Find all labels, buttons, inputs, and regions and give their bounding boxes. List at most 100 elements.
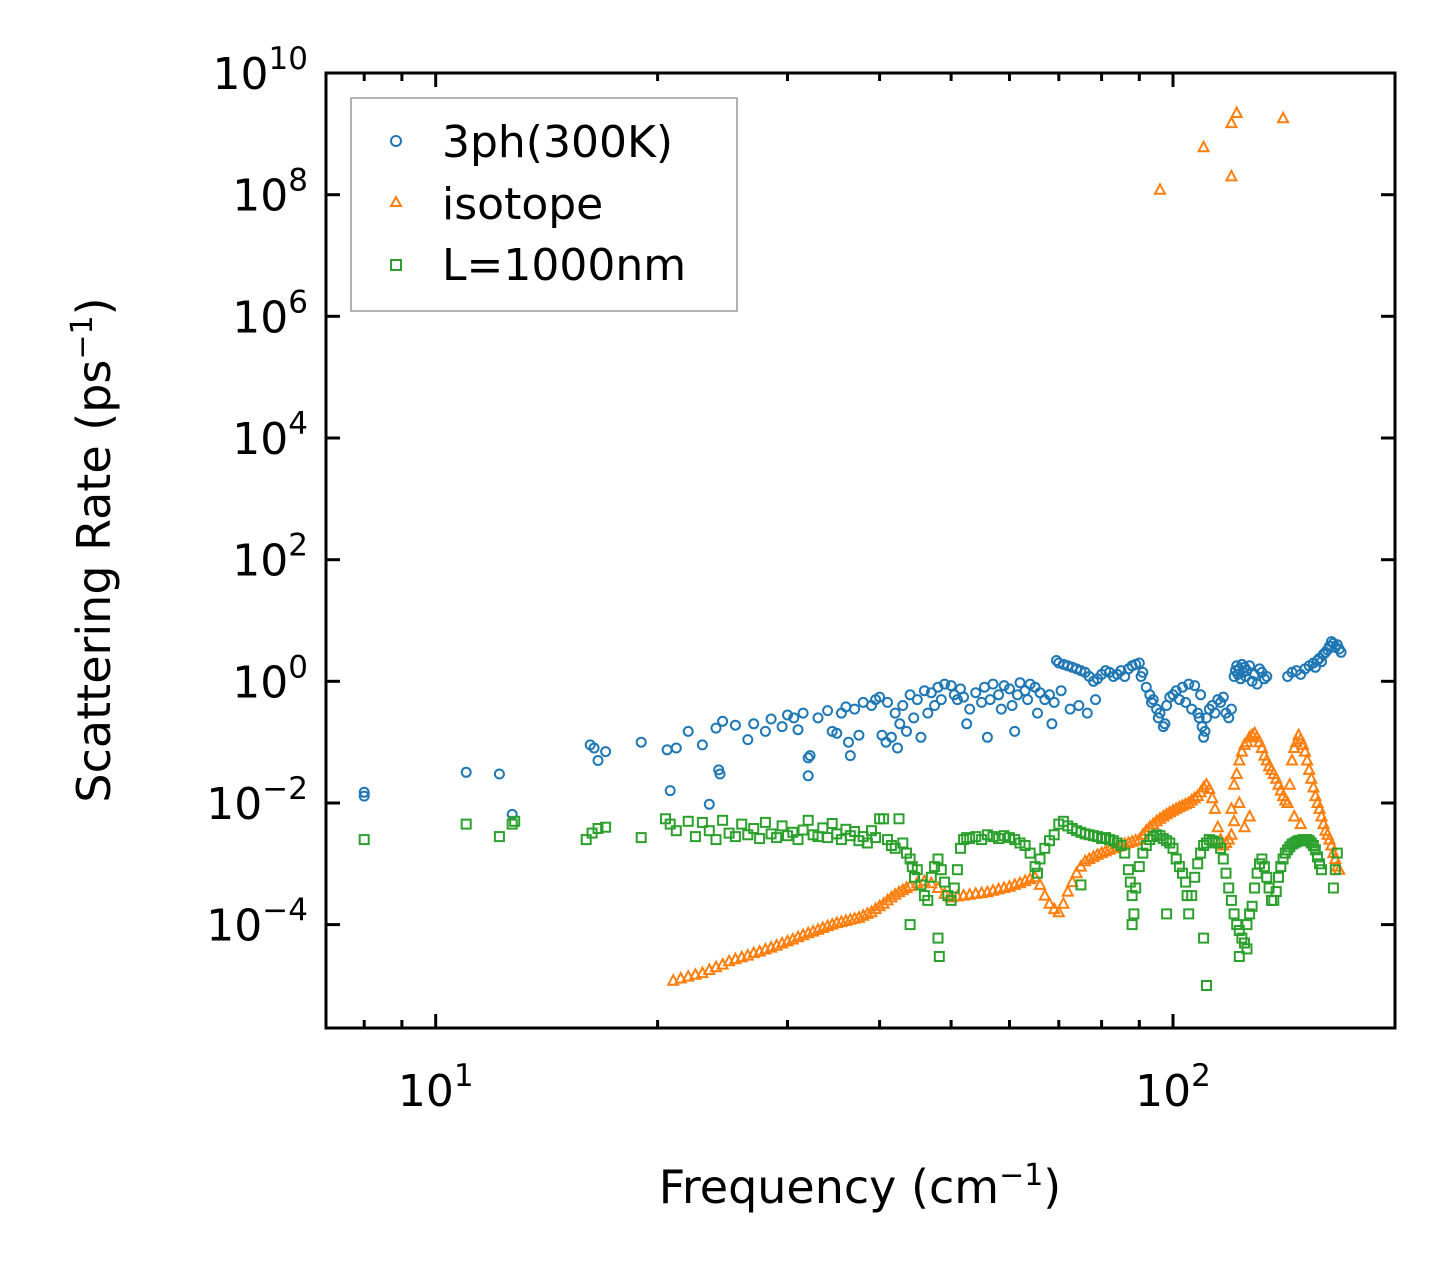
data-point-square (1209, 836, 1221, 848)
data-point-circle (1258, 673, 1270, 685)
data-point-circle (964, 703, 976, 715)
data-point-circle (894, 718, 906, 730)
data-point-square (1241, 919, 1253, 931)
data-point-triangle (1304, 771, 1318, 784)
data-point-circle (1147, 694, 1159, 706)
data-point-circle (804, 750, 816, 762)
data-point-triangle (666, 973, 680, 986)
data-point-square (1119, 847, 1131, 859)
data-point-circle (885, 731, 897, 743)
data-point-triangle (1302, 762, 1316, 775)
data-point-circle (759, 725, 771, 737)
data-point-triangle (1285, 752, 1299, 766)
data-point-square (493, 831, 505, 843)
data-point-circle (1055, 685, 1067, 697)
data-point-triangle (1211, 819, 1225, 833)
data-point-circle (995, 703, 1007, 715)
y-tick-label: 10−4 (206, 893, 308, 952)
data-point-circle (998, 680, 1010, 692)
data-point-square (717, 814, 729, 826)
data-point-triangle (1287, 808, 1301, 822)
data-point-square (929, 861, 941, 873)
data-point-square (948, 882, 960, 894)
data-point-circle (1133, 657, 1145, 669)
data-point-square (802, 814, 814, 826)
data-point-circle (1159, 718, 1171, 730)
axis-ticks (326, 71, 1397, 1028)
data-point-square (1275, 861, 1287, 873)
data-point-circle (1048, 696, 1060, 708)
data-point-triangle (1129, 833, 1143, 846)
data-point-square (635, 832, 647, 844)
data-point-triangle (1052, 904, 1066, 918)
data-point-square (1192, 858, 1204, 870)
data-point-square (1177, 867, 1188, 879)
data-point-circle (853, 729, 865, 741)
data-point-square (1167, 842, 1179, 854)
data-point-circle (922, 707, 934, 719)
data-point-square (922, 894, 934, 906)
data-point-square (878, 813, 890, 825)
data-point-circle (1173, 694, 1185, 706)
data-point-triangle (872, 898, 887, 912)
y-tick-label: 1010 (213, 41, 308, 100)
data-point-circle (1090, 694, 1101, 706)
data-point-square (935, 864, 947, 876)
data-point-circle (1199, 725, 1211, 737)
data-point-square (1133, 861, 1145, 873)
data-point-circle (703, 798, 715, 810)
data-point-square (1128, 908, 1140, 920)
data-point-circle (812, 712, 824, 724)
data-point-triangle (1042, 896, 1057, 909)
data-point-square (981, 829, 993, 841)
data-point-square (951, 864, 963, 876)
data-point-square (1233, 951, 1245, 962)
x-tick-label: 101 (398, 1058, 474, 1117)
data-point-square (897, 837, 909, 849)
data-point-triangle (1047, 901, 1061, 915)
data-point-triangle (1090, 847, 1105, 860)
data-point-square (1032, 867, 1043, 879)
data-point-circle (1335, 646, 1347, 658)
data-point-square (592, 823, 604, 834)
data-point-triangle (1287, 740, 1301, 753)
data-point-circle (1215, 696, 1227, 708)
plot-frame (324, 71, 1397, 1030)
data-point-square (1195, 847, 1207, 859)
legend-marker-square (390, 259, 402, 271)
data-point-circle (782, 709, 793, 721)
data-point-circle (904, 689, 916, 701)
data-point-square (1249, 882, 1261, 894)
data-point-square (870, 832, 882, 844)
data-point-square (1180, 876, 1192, 888)
data-point-square (1183, 908, 1195, 920)
data-point-circle (1189, 680, 1201, 692)
data-point-circle (696, 739, 708, 751)
data-point-square (710, 834, 722, 846)
data-point-square (1201, 980, 1212, 991)
data-point-circle (1309, 661, 1321, 673)
data-point-triangle (1224, 827, 1239, 840)
data-point-circle (797, 707, 809, 719)
series-isotope (666, 105, 1346, 986)
data-point-square (776, 820, 788, 832)
data-point-square (958, 834, 970, 846)
data-point-square (1220, 867, 1232, 879)
data-point-triangle (1069, 865, 1084, 879)
data-point-circle (908, 712, 920, 724)
data-point-triangle (820, 918, 835, 932)
data-point-triangle (1232, 752, 1246, 766)
data-point-circle (714, 768, 726, 780)
data-point-circle (1261, 671, 1273, 682)
data-point-circle (1177, 681, 1188, 693)
data-point-circle (981, 731, 993, 743)
data-point-square (1329, 864, 1341, 876)
data-point-circle (958, 691, 970, 703)
data-point-square (682, 815, 694, 827)
data-point-triangle (864, 904, 879, 918)
data-point-circle (822, 705, 834, 717)
y-tick-label: 106 (232, 284, 308, 343)
data-point-triangle (1094, 845, 1109, 859)
data-point-circle (892, 742, 903, 754)
data-point-triangle (1056, 896, 1071, 909)
